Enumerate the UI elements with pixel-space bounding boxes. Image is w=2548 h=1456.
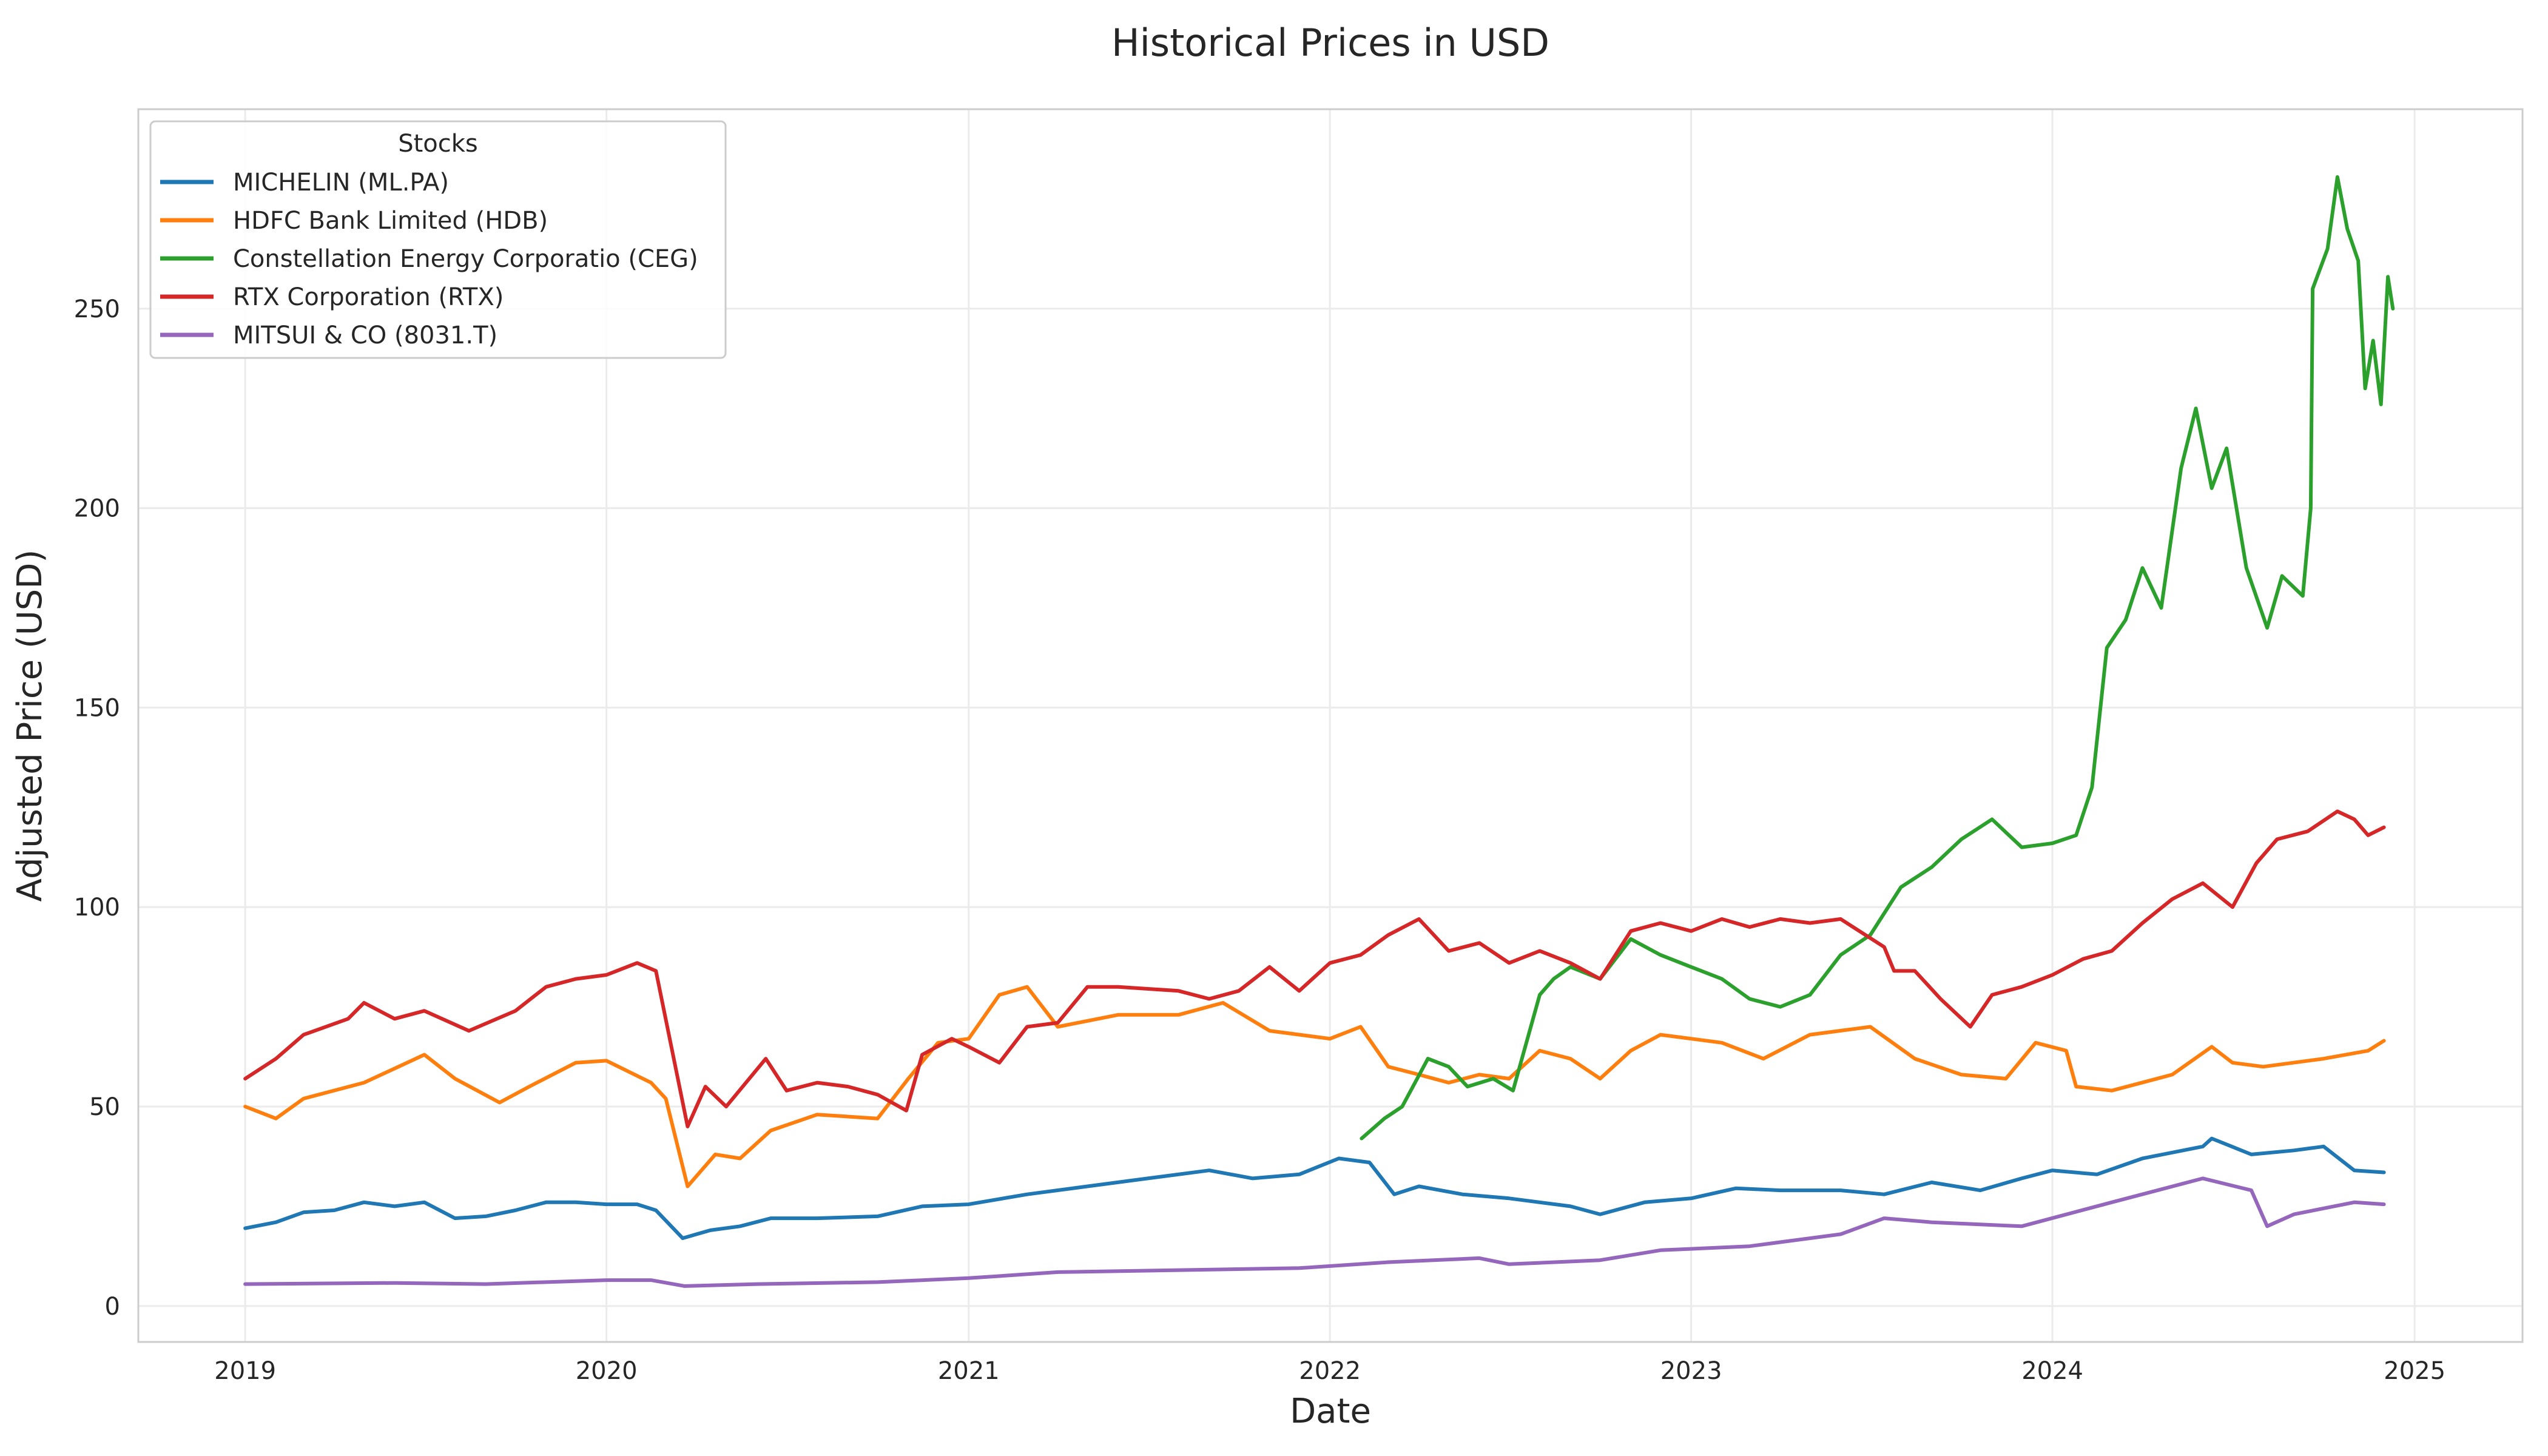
legend: Stocks MICHELIN (ML.PA) HDFC Bank Limited …	[149, 120, 727, 359]
y-tick-label: 250	[74, 295, 120, 323]
grid	[138, 109, 2523, 1342]
chart-title: Historical Prices in USD	[1111, 21, 1549, 65]
x-tick-label: 2024	[2021, 1357, 2083, 1385]
x-tick-label: 2021	[938, 1357, 1000, 1385]
series-line-1	[243, 1136, 2386, 1240]
y-tick-label: 0	[105, 1293, 120, 1321]
series-line-5	[243, 1176, 2386, 1288]
legend-entry-label: MICHELIN (ML.PA)	[233, 169, 449, 197]
y-tick-label: 100	[74, 894, 120, 922]
x-tick-label: 2023	[1660, 1357, 1722, 1385]
axis-ticks: 2019 2020 2021 2022 2023 2024 2025 0 50 100 150 200…	[74, 295, 2445, 1385]
plot-area-frame	[137, 108, 2524, 1343]
series-line-3	[1360, 175, 2395, 1141]
x-tick-label: 2025	[2384, 1357, 2445, 1385]
x-tick-label: 2019	[214, 1357, 276, 1385]
legend-title: Stocks	[398, 130, 478, 158]
x-axis-label: Date	[1290, 1392, 1371, 1431]
y-tick-label: 150	[74, 694, 120, 722]
y-axis-label: Adjusted Price (USD)	[10, 550, 50, 902]
legend-entry-label: Constellation Energy Corporatio (CEG)	[233, 245, 698, 273]
y-tick-label: 50	[89, 1093, 120, 1121]
legend-entry-label: HDFC Bank Limited (HDB)	[233, 207, 548, 235]
series-line-2	[243, 985, 2386, 1188]
x-tick-label: 2020	[576, 1357, 638, 1385]
series-line-4	[243, 809, 2386, 1128]
legend-entry-label: RTX Corporation (RTX)	[233, 283, 504, 311]
x-tick-label: 2022	[1299, 1357, 1361, 1385]
series-lines	[243, 175, 2395, 1288]
y-tick-label: 200	[74, 495, 120, 523]
legend-entry-label: MITSUI & CO (8031.T)	[233, 322, 497, 349]
legend-box	[149, 120, 727, 359]
